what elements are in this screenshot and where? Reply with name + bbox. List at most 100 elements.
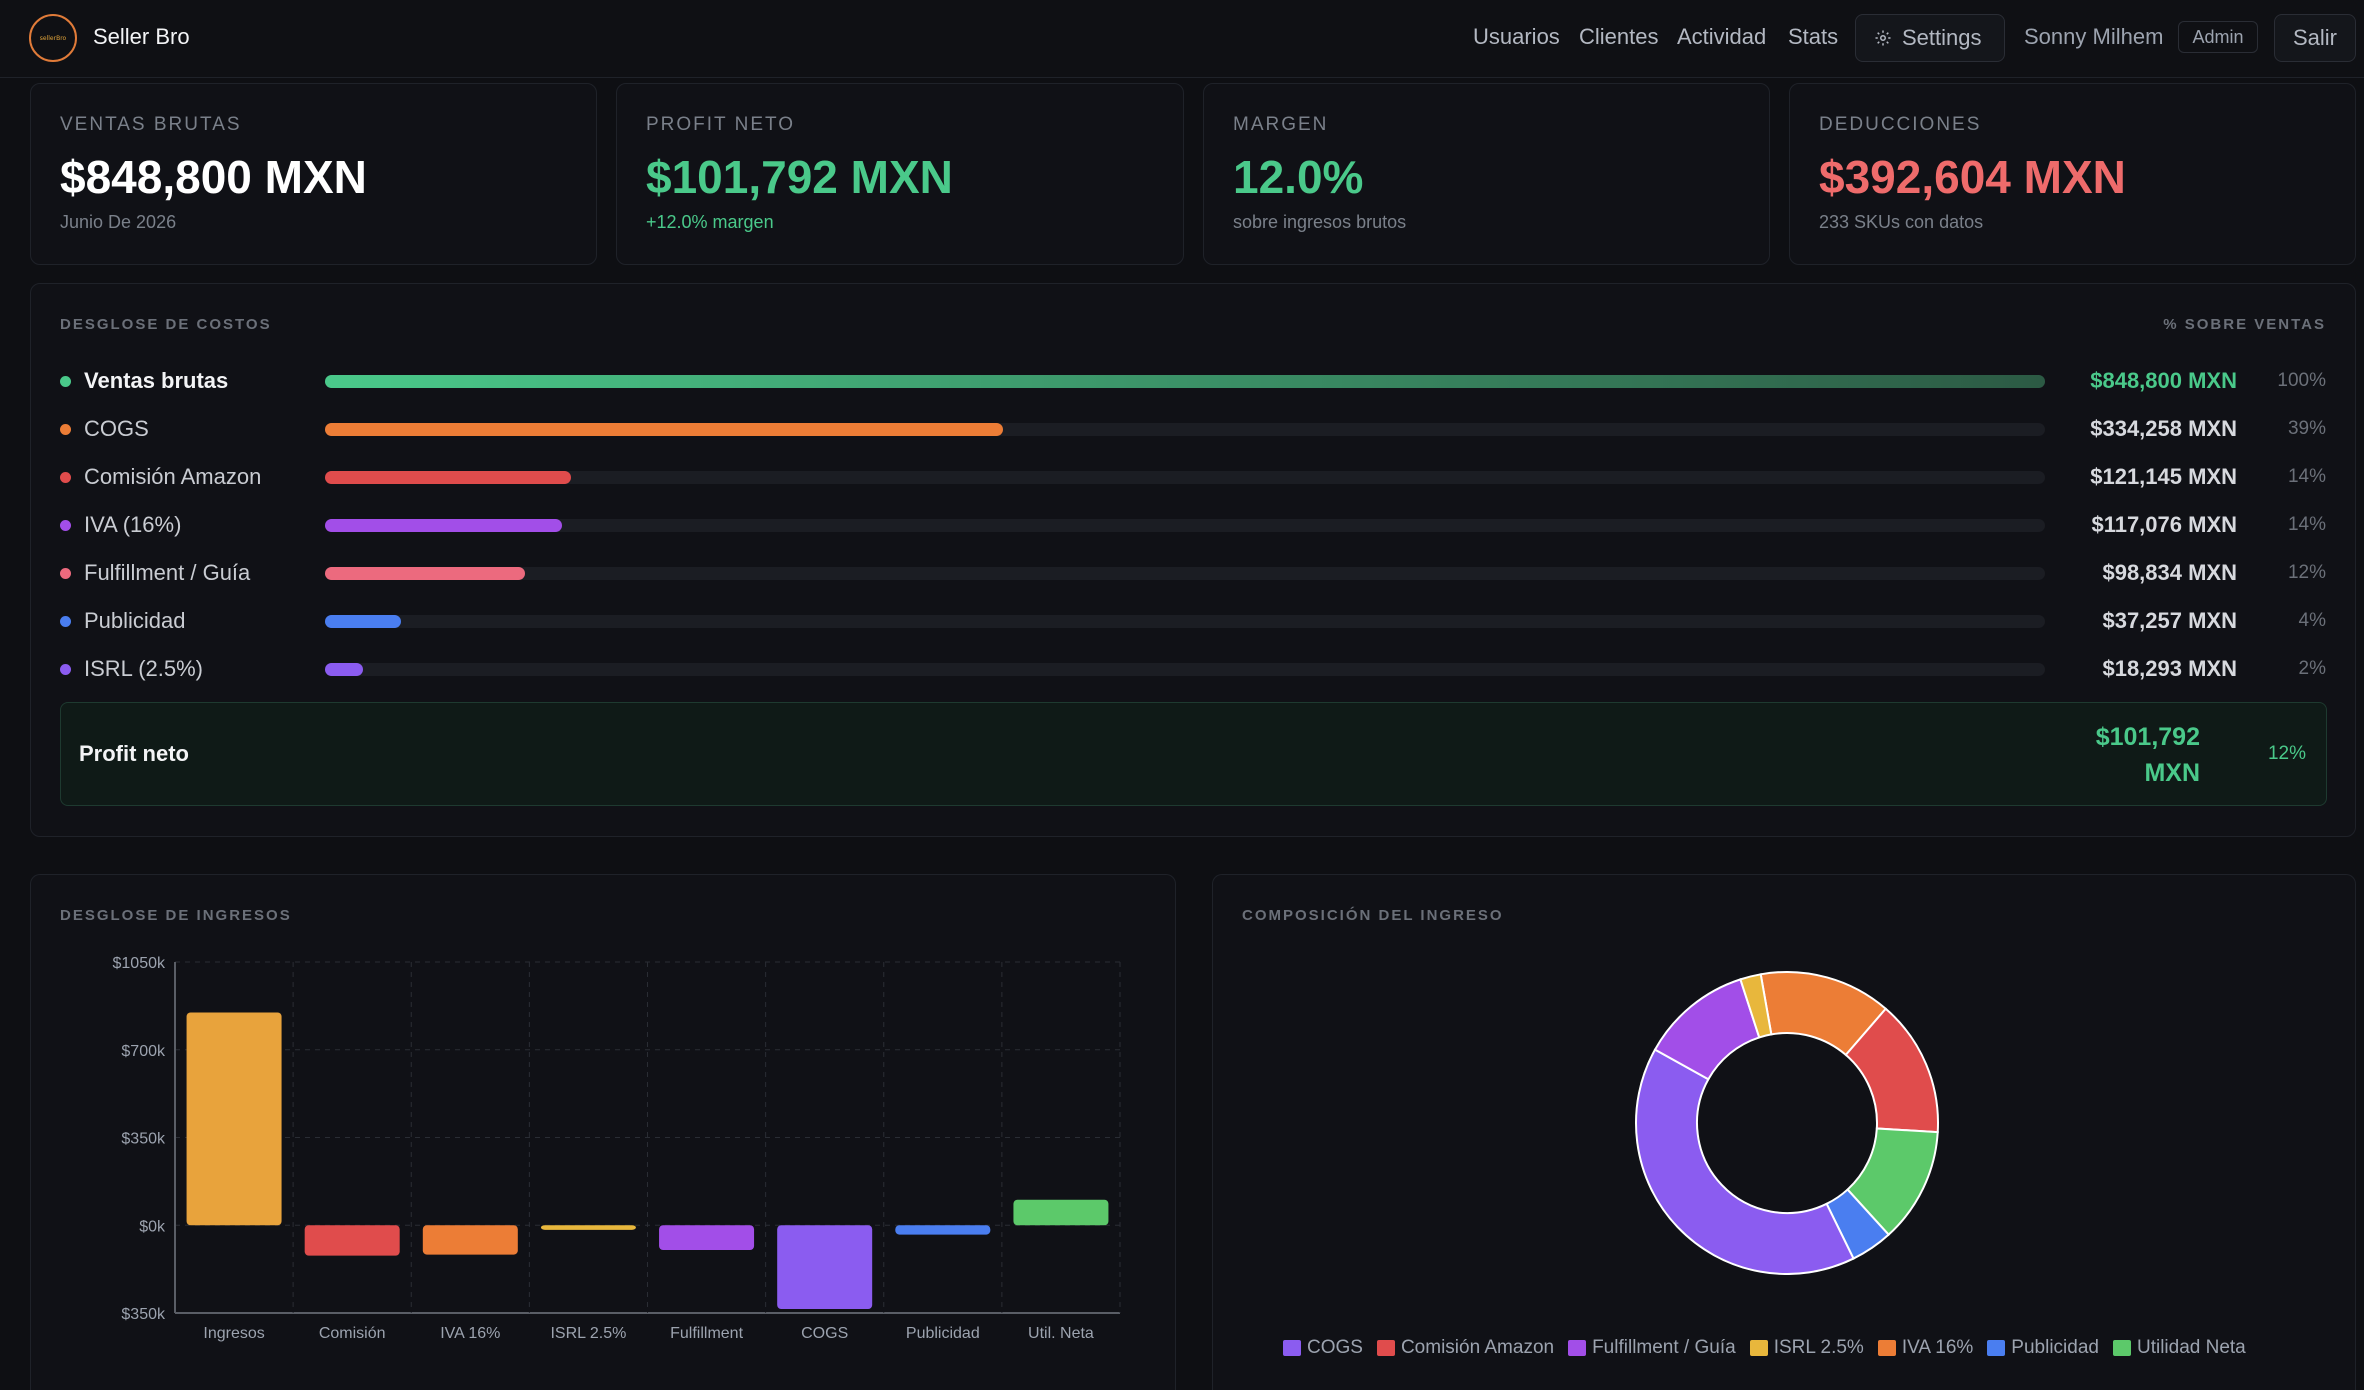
legend-label: Comisión Amazon bbox=[1400, 1337, 1555, 1358]
legend-swatch bbox=[1568, 1340, 1587, 1356]
cost-pct: 39% bbox=[2287, 418, 2326, 439]
logo-text: sellerBro bbox=[39, 34, 67, 42]
legend-item[interactable]: Utilidad Neta bbox=[2112, 1337, 2246, 1359]
settings-label: Settings bbox=[1902, 25, 1982, 50]
cost-bar-fill bbox=[325, 615, 401, 628]
nav-stats[interactable]: Stats bbox=[1788, 24, 1839, 49]
composition-chart-title: COMPOSICIÓN DEL INGRESO bbox=[1242, 907, 1504, 924]
cost-pct: 100% bbox=[2277, 370, 2326, 391]
settings-button[interactable]: Settings bbox=[1855, 14, 2005, 62]
income-chart-title: DESGLOSE DE INGRESOS bbox=[60, 907, 292, 924]
cost-amount: $848,800 MXN bbox=[2090, 368, 2237, 393]
logout-button[interactable]: Salir bbox=[2274, 14, 2356, 62]
profit-amount: $101,792 MXN bbox=[2060, 719, 2200, 791]
bar-util-neta[interactable] bbox=[1013, 1199, 1109, 1226]
kpi-card-profit: PROFIT NETO $101,792 MXN +12.0% margen bbox=[616, 83, 1184, 265]
cost-name: Publicidad bbox=[84, 608, 186, 633]
kpi-value: $101,792 MXN bbox=[646, 151, 953, 203]
kpi-subtitle: sobre ingresos brutos bbox=[1233, 212, 1407, 232]
cost-pct: 14% bbox=[2287, 466, 2326, 487]
cost-dot bbox=[60, 568, 71, 579]
y-tick-label: $0k bbox=[139, 1218, 166, 1235]
bar-ingresos[interactable] bbox=[186, 1012, 282, 1226]
legend-label: Fulfillment / Guía bbox=[1592, 1337, 1736, 1358]
cost-bar-track bbox=[325, 423, 2045, 436]
cost-pct: 4% bbox=[2298, 610, 2326, 631]
bar-fulfillment[interactable] bbox=[659, 1225, 755, 1251]
nav-usuarios[interactable]: Usuarios bbox=[1473, 24, 1560, 49]
legend-item[interactable]: COGS bbox=[1283, 1337, 1363, 1359]
cost-row: Comisión Amazon $121,145 MXN 14% bbox=[60, 457, 2326, 497]
x-tick-label: Ingresos bbox=[203, 1325, 264, 1342]
x-tick-label: ISRL 2.5% bbox=[550, 1325, 626, 1342]
user-name: Sonny Milhem bbox=[2024, 24, 2164, 49]
legend-label: IVA 16% bbox=[1901, 1337, 1974, 1358]
kpi-value: $392,604 MXN bbox=[1819, 151, 2126, 203]
kpi-subtitle: 233 SKUs con datos bbox=[1819, 212, 1984, 232]
cost-bar-fill bbox=[325, 423, 1003, 436]
profit-amount-line1: $101,792 bbox=[2095, 723, 2200, 751]
cost-name: Comisión Amazon bbox=[84, 464, 262, 489]
legend-swatch bbox=[1376, 1340, 1395, 1356]
cost-dot bbox=[60, 664, 71, 675]
bar-comisi-n[interactable] bbox=[304, 1225, 400, 1256]
cost-amount: $18,293 MXN bbox=[2102, 656, 2237, 681]
cost-name: IVA (16%) bbox=[84, 512, 182, 537]
legend-label: Publicidad bbox=[2011, 1337, 2099, 1358]
cost-name: Ventas brutas bbox=[84, 368, 229, 393]
x-tick-label: COGS bbox=[801, 1325, 848, 1342]
x-tick-label: Comisión bbox=[319, 1325, 386, 1342]
cost-bar-fill bbox=[325, 471, 571, 484]
cost-bar-track bbox=[325, 615, 2045, 628]
legend-item[interactable]: ISRL 2.5% bbox=[1749, 1337, 1864, 1359]
slice-isrl-2-5-[interactable] bbox=[1739, 973, 1773, 1039]
bar-publicidad[interactable] bbox=[895, 1225, 991, 1235]
cost-breakdown-title: DESGLOSE DE COSTOS bbox=[60, 316, 272, 333]
cost-row: COGS $334,258 MXN 39% bbox=[60, 409, 2326, 449]
top-navbar: sellerBro Seller Bro Usuarios Clientes A… bbox=[0, 0, 2364, 78]
bar-isrl-2-5-[interactable] bbox=[540, 1225, 636, 1230]
brand-logo[interactable]: sellerBro bbox=[29, 14, 77, 62]
cost-dot bbox=[60, 520, 71, 531]
cost-amount: $334,258 MXN bbox=[2090, 416, 2237, 441]
nav-clientes[interactable]: Clientes bbox=[1579, 24, 1659, 49]
kpi-card-ventas: VENTAS BRUTAS $848,800 MXN Junio De 2026 bbox=[30, 83, 597, 265]
legend-item[interactable]: Fulfillment / Guía bbox=[1568, 1337, 1736, 1359]
cost-bar-track bbox=[325, 519, 2045, 532]
legend-label: ISRL 2.5% bbox=[1773, 1337, 1864, 1358]
cost-row: Fulfillment / Guía $98,834 MXN 12% bbox=[60, 553, 2326, 593]
gear-icon bbox=[1875, 30, 1891, 46]
brand-name[interactable]: Seller Bro bbox=[93, 24, 190, 49]
legend-swatch bbox=[1987, 1340, 2006, 1356]
cost-pct: 12% bbox=[2287, 562, 2326, 583]
income-bar-chart: $1050k $700k $350k $0k $350k Ingresos Comisión… bbox=[113, 955, 1121, 1342]
cost-bar-fill bbox=[325, 375, 2045, 388]
legend-swatch bbox=[1283, 1340, 1301, 1356]
bar-iva-16-[interactable] bbox=[422, 1225, 518, 1255]
legend-swatch bbox=[1877, 1340, 1896, 1356]
legend-label: COGS bbox=[1307, 1337, 1363, 1358]
x-tick-label: Publicidad bbox=[906, 1325, 980, 1342]
y-tick-label: $700k bbox=[121, 1043, 166, 1060]
cost-breakdown-right-label: % SOBRE VENTAS bbox=[2163, 316, 2326, 333]
cost-dot bbox=[60, 616, 71, 627]
cost-name: Fulfillment / Guía bbox=[84, 560, 251, 585]
slice-cogs[interactable] bbox=[1635, 1048, 1855, 1275]
cost-name: COGS bbox=[84, 416, 149, 441]
composition-legend: COGS Comisión Amazon Fulfillment / Guía ISR… bbox=[1283, 1335, 2283, 1361]
profit-label: Profit neto bbox=[79, 741, 189, 766]
cost-pct: 2% bbox=[2298, 658, 2326, 679]
cost-amount: $117,076 MXN bbox=[2091, 512, 2237, 537]
legend-item[interactable]: IVA 16% bbox=[1877, 1337, 1974, 1359]
kpi-label: DEDUCCIONES bbox=[1819, 114, 1982, 135]
nav-actividad[interactable]: Actividad bbox=[1677, 24, 1767, 49]
legend-item[interactable]: Comisión Amazon bbox=[1376, 1337, 1555, 1359]
legend-item[interactable]: Publicidad bbox=[1987, 1337, 2099, 1359]
role-badge: Admin bbox=[2178, 21, 2258, 53]
kpi-label: PROFIT NETO bbox=[646, 114, 796, 135]
profit-neto-summary: Profit neto $101,792 MXN 12% bbox=[60, 702, 2327, 806]
cost-amount: $121,145 MXN bbox=[2090, 464, 2237, 489]
bar-cogs[interactable] bbox=[777, 1225, 873, 1310]
x-tick-label: Util. Neta bbox=[1028, 1325, 1094, 1342]
profit-pct: 12% bbox=[2267, 743, 2306, 764]
